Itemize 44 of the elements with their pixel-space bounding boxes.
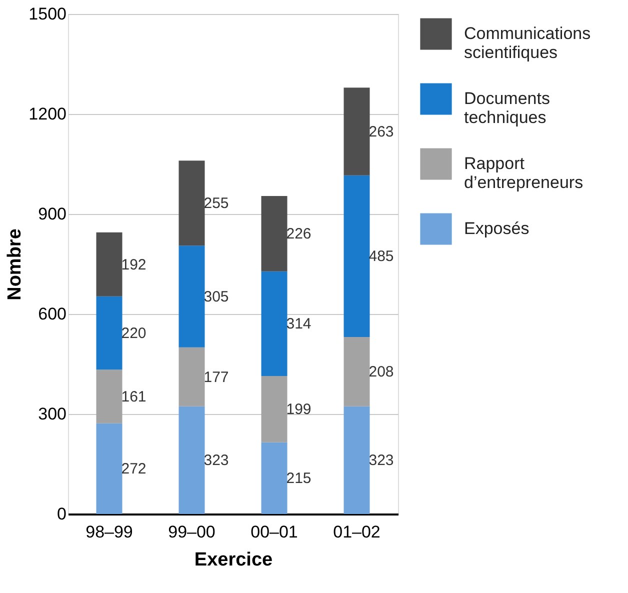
- bar: [96, 370, 122, 424]
- bar: [261, 196, 288, 272]
- data-label: 215: [286, 470, 312, 488]
- legend-label: Documents techniques: [464, 89, 550, 127]
- y-tick-label: 900: [38, 204, 66, 224]
- data-label: 323: [368, 452, 394, 470]
- data-label: 255: [204, 195, 229, 212]
- y-tick-label: 1200: [28, 104, 66, 124]
- legend-label: Rapport d’entrepreneurs: [464, 154, 584, 192]
- bar: [96, 296, 122, 370]
- bar: [344, 406, 370, 514]
- x-axis-title: Exercice: [194, 550, 273, 570]
- data-label: 323: [204, 452, 229, 470]
- bar: [344, 88, 370, 176]
- bar: [261, 442, 288, 514]
- x-tick-label: 99–00: [168, 522, 216, 542]
- y-axis-title: Nombre: [4, 228, 26, 300]
- bar: [178, 406, 205, 514]
- data-label: 272: [121, 460, 146, 478]
- y-tick-label: 1500: [28, 4, 66, 24]
- data-label: 199: [286, 401, 312, 418]
- bar: [344, 175, 370, 337]
- bar: [178, 347, 205, 406]
- x-tick-label: 01–02: [333, 522, 380, 542]
- x-tick-label: 98–99: [86, 522, 133, 542]
- y-tick-label: 600: [38, 304, 66, 324]
- bar: [344, 337, 370, 406]
- data-label: 226: [286, 226, 312, 243]
- data-label: 177: [204, 368, 229, 386]
- bar: [96, 423, 122, 514]
- data-label: 263: [368, 124, 394, 140]
- legend-label: Exposés: [464, 219, 530, 238]
- y-tick-label: 300: [38, 404, 66, 424]
- bar: [261, 271, 288, 376]
- x-tick-label: 00–01: [250, 522, 298, 542]
- bar: [261, 376, 288, 442]
- data-label: 161: [121, 388, 146, 406]
- data-label: 192: [121, 256, 146, 274]
- legend-label: Communications scientifiques: [464, 24, 591, 62]
- bar: [178, 160, 205, 246]
- bar: [96, 232, 122, 296]
- y-tick-label: 0: [57, 504, 66, 524]
- bar: [178, 246, 205, 348]
- data-label: 208: [368, 364, 394, 381]
